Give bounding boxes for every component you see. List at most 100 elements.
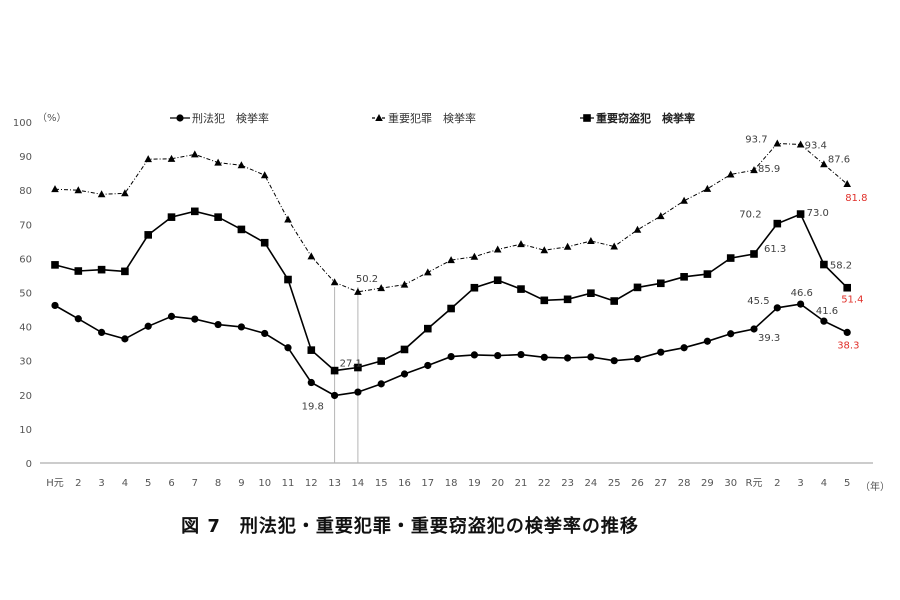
x-tick-label: 22: [538, 478, 551, 489]
data-label: 38.3: [837, 340, 859, 351]
data-point: [587, 289, 595, 297]
data-point: [237, 323, 245, 331]
data-label: 58.2: [830, 261, 852, 272]
y-tick-label: 30: [19, 357, 32, 368]
data-label: 87.6: [828, 154, 850, 165]
data-point: [121, 335, 129, 343]
legend-item-3: 重要窃盗犯 検挙率: [580, 111, 695, 125]
data-point: [214, 158, 222, 166]
data-point: [680, 273, 688, 281]
legend-marker: [375, 114, 383, 121]
x-tick-label: 9: [238, 478, 244, 489]
data-point: [493, 245, 502, 253]
x-tick-label: H元: [46, 478, 64, 489]
y-tick-label: 100: [13, 118, 32, 129]
data-point: [703, 337, 712, 345]
data-point: [750, 250, 758, 258]
data-point: [680, 196, 688, 204]
data-point: [424, 324, 432, 333]
data-point: [633, 225, 642, 233]
x-tick-label: 25: [608, 478, 621, 489]
legend-label: 重要犯罪 検挙率: [388, 111, 476, 125]
data-point: [494, 351, 502, 360]
data-point: [657, 348, 665, 356]
data-point: [726, 170, 735, 178]
data-point: [144, 322, 152, 330]
y-tick-label: 20: [19, 391, 32, 402]
data-point: [796, 210, 805, 218]
x-tick-label: 2: [774, 478, 780, 489]
x-axis-unit: （年）: [860, 480, 890, 493]
data-point: [563, 242, 572, 250]
x-tick-label: 29: [701, 478, 714, 489]
data-point: [191, 150, 199, 158]
data-point: [633, 355, 642, 363]
x-tick-label: 6: [168, 478, 174, 489]
data-label: 51.4: [841, 295, 863, 306]
y-tick-label: 0: [26, 459, 32, 470]
data-point: [191, 207, 199, 216]
x-tick-label: 3: [797, 478, 803, 489]
x-tick-label: 18: [445, 478, 458, 489]
data-point: [51, 261, 59, 269]
data-point: [773, 139, 782, 147]
x-tick-label: 16: [398, 478, 411, 489]
data-point: [563, 295, 572, 304]
data-point: [517, 285, 525, 293]
data-point: [237, 161, 246, 169]
data-point: [377, 357, 385, 365]
data-point: [307, 252, 316, 260]
data-point: [750, 166, 758, 174]
data-point: [470, 252, 479, 260]
data-point: [820, 317, 828, 325]
data-point: [447, 256, 455, 264]
data-label: 93.4: [805, 141, 827, 152]
data-label: 46.6: [791, 288, 813, 299]
data-point: [330, 366, 339, 375]
data-point: [517, 240, 525, 248]
y-tick-label: 10: [19, 425, 32, 436]
x-tick-label: 30: [724, 478, 737, 489]
data-label: 85.9: [758, 164, 780, 175]
data-point: [74, 267, 83, 275]
y-tick-label: 70: [19, 220, 32, 231]
y-tick-label: 80: [19, 186, 32, 197]
data-point: [97, 190, 106, 198]
data-label: 81.8: [845, 193, 867, 204]
series-line: [54, 142, 848, 293]
x-tick-label: 28: [678, 478, 691, 489]
x-tick-label: 17: [421, 478, 434, 489]
data-point: [121, 267, 129, 276]
data-point: [400, 345, 409, 354]
x-tick-label: 26: [631, 478, 644, 489]
data-label: 39.3: [758, 333, 780, 344]
data-point: [167, 312, 176, 320]
data-point: [237, 225, 246, 234]
data-point: [260, 238, 269, 247]
x-tick-label: 5: [145, 478, 151, 489]
x-tick-label: 10: [258, 478, 271, 489]
legend: 刑法犯 検挙率 重要犯罪 検挙率 重要窃盗犯 検挙率: [170, 111, 695, 125]
data-point: [750, 325, 758, 333]
x-tick-label: 27: [654, 478, 667, 489]
x-tick-label: 14: [352, 478, 365, 489]
data-point: [284, 275, 292, 284]
x-tick-label: 11: [282, 478, 295, 489]
data-label: 73.0: [807, 208, 829, 219]
data-point: [191, 315, 199, 323]
data-point: [680, 344, 688, 352]
data-point: [610, 357, 618, 365]
legend-label: 重要窃盗犯 検挙率: [596, 111, 695, 125]
data-point: [587, 237, 595, 245]
data-point: [657, 212, 665, 220]
y-tick-label: 60: [19, 254, 32, 265]
y-tick-label: 50: [19, 289, 32, 300]
legend-item-2: 重要犯罪 検挙率: [372, 111, 476, 125]
data-point: [610, 242, 618, 250]
data-point: [167, 213, 176, 221]
x-tick-label: 4: [122, 478, 128, 489]
x-tick-label: 7: [192, 478, 198, 489]
x-tick-label: 13: [328, 478, 341, 489]
data-label: 41.6: [816, 306, 838, 317]
data-label: 45.5: [747, 296, 769, 307]
